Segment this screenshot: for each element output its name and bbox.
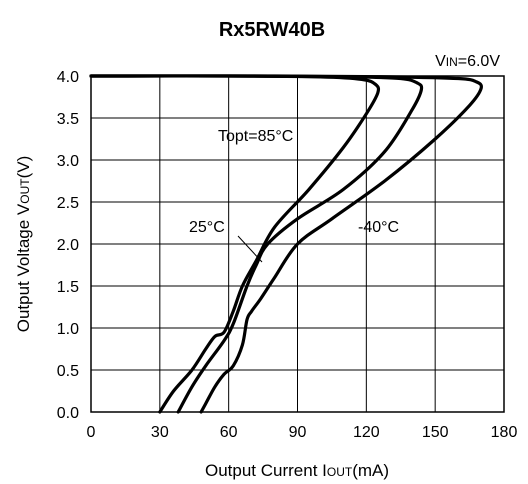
- condition-sub: IN: [446, 55, 458, 69]
- condition-main: V: [435, 53, 446, 70]
- x-tick-label: 30: [151, 424, 169, 441]
- annotation-minus40c: -40°C: [358, 219, 399, 236]
- tick-labels: 0 30 60 90 120 150 180 0.0 0.5 1.0 1.5 2.0 2.5 3.0 3.5…: [57, 69, 518, 441]
- x-axis-label: Output Current IOUT(mA): [205, 461, 389, 480]
- condition-rest: =6.0V: [458, 53, 501, 70]
- y-tick-label: 2.0: [57, 237, 79, 254]
- x-tick-label: 0: [87, 424, 96, 441]
- y-tick-label: 0.5: [57, 363, 79, 380]
- plot-frame: [90, 75, 505, 413]
- y-axis-label: Output Voltage VOUT(V): [14, 156, 33, 333]
- x-tick-label: 120: [353, 424, 380, 441]
- series-line-2: [89, 74, 483, 414]
- y-tick-label: 0.0: [57, 405, 79, 422]
- y-tick-label: 2.5: [57, 195, 79, 212]
- y-tick-label: 1.0: [57, 321, 79, 338]
- y-tick-label: 3.5: [57, 111, 79, 128]
- annotation-25c-leader: [237, 235, 263, 263]
- x-tick-label: 90: [289, 424, 307, 441]
- chart-title: Rx5RW40B: [219, 19, 325, 41]
- annotation-25c: 25°C: [189, 219, 225, 236]
- y-tick-label: 3.0: [57, 153, 79, 170]
- x-tick-label: 150: [422, 424, 449, 441]
- y-tick-label: 1.5: [57, 279, 79, 296]
- x-tick-label: 60: [220, 424, 238, 441]
- series-layer: [89, 74, 483, 414]
- y-tick-label: 4.0: [57, 69, 79, 86]
- x-tick-label: 180: [491, 424, 518, 441]
- annotation-85c: Topt=85°C: [218, 128, 293, 145]
- condition-label: VIN=6.0V: [435, 53, 500, 70]
